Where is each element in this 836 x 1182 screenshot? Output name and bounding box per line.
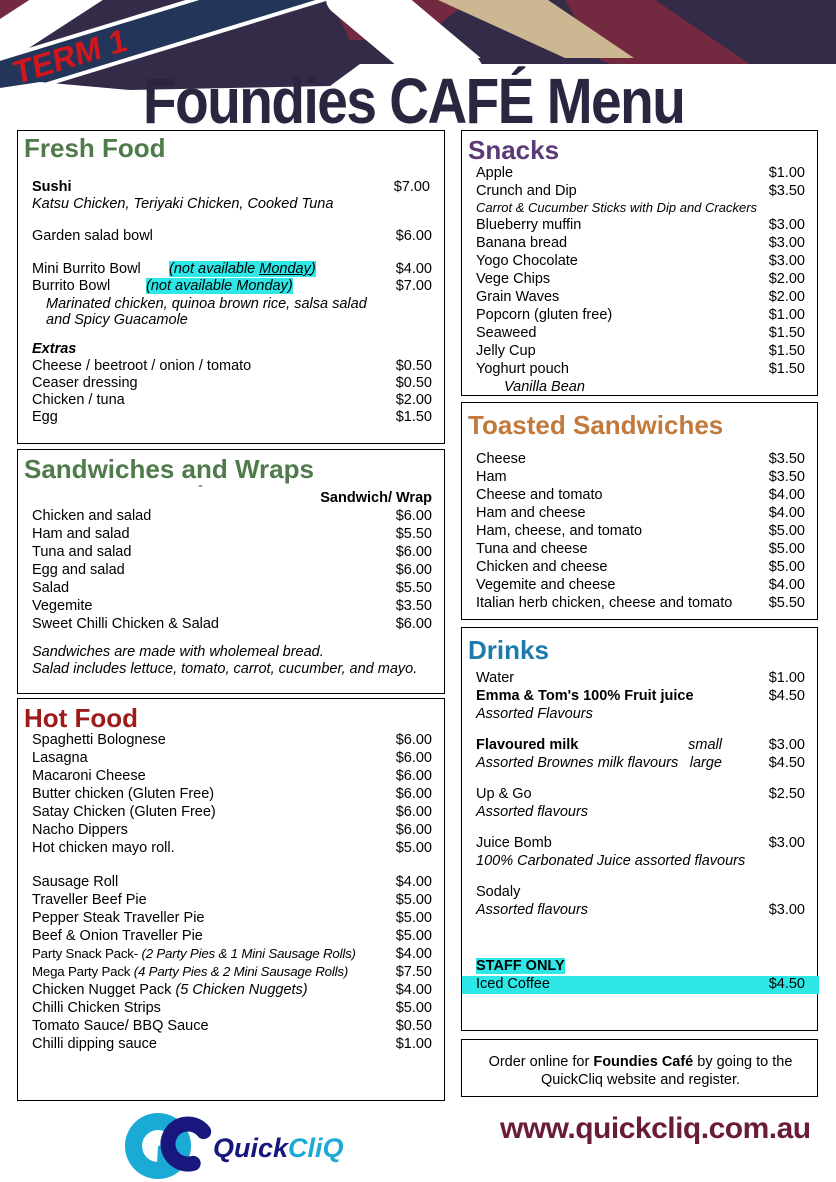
svg-text:QuickCliQ: QuickCliQ <box>213 1133 344 1163</box>
